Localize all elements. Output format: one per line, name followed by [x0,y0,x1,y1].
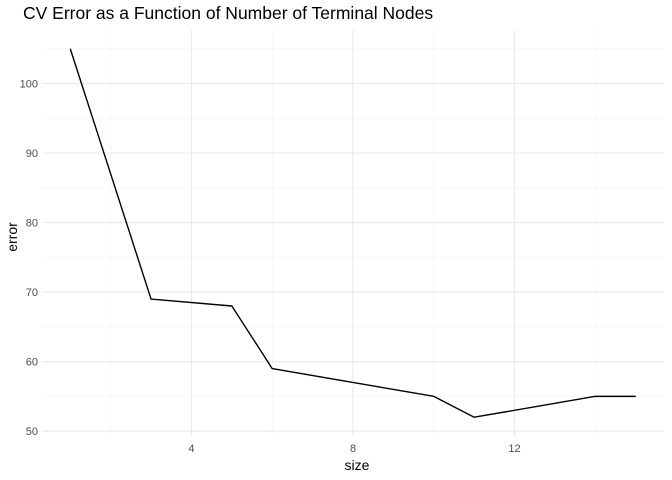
series-line-1 [69,48,636,418]
series-layer [69,48,636,418]
y-tick-label: 80 [26,218,38,230]
x-tick-label: 4 [188,443,194,455]
x-tick-label: 8 [350,443,356,455]
x-tick-label: 12 [508,443,520,455]
major-grid [42,30,664,436]
y-tick-label: 100 [20,79,38,91]
y-axis-title: error [4,222,20,252]
tick-labels: 4 8 12 50 60 70 80 90 100 [20,79,521,455]
y-tick-label: 70 [26,287,38,299]
x-axis-title: size [345,457,370,473]
y-tick-label: 60 [26,357,38,369]
y-tick-label: 90 [26,148,38,160]
chart-title: CV Error as a Function of Number of Term… [23,3,434,23]
y-tick-label: 50 [26,426,38,438]
